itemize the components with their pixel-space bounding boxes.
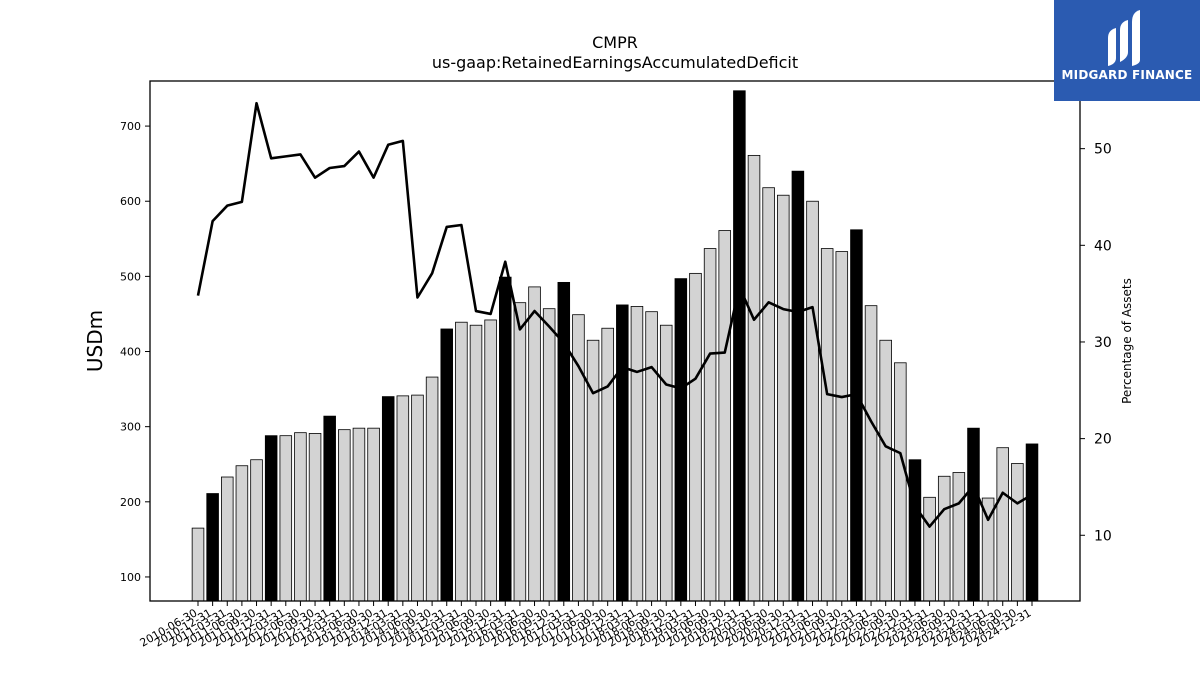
x-axis: 2010-06-302010-12-312011-03-312011-06-30… — [138, 601, 1034, 650]
bar — [411, 394, 424, 602]
y-tick-label: 500 — [120, 270, 141, 283]
logo-mark-icon — [1108, 10, 1140, 66]
y-tick-label: 400 — [120, 346, 141, 359]
y-tick-label: 700 — [120, 120, 141, 133]
line-group — [196, 101, 1033, 528]
bar — [630, 306, 644, 602]
bar — [557, 281, 571, 602]
bar — [689, 272, 702, 602]
y-axis-label-right: Percentage of Assets — [1120, 278, 1134, 404]
bar — [996, 447, 1009, 602]
bar — [542, 308, 556, 602]
bars-group — [191, 90, 1039, 602]
bar — [191, 527, 205, 602]
bar — [381, 396, 395, 602]
bar — [777, 194, 790, 602]
bar — [425, 376, 439, 602]
logo-text: MIDGARD FINANCE — [1061, 68, 1193, 82]
bar — [206, 493, 219, 602]
bar — [396, 395, 410, 602]
bar — [908, 459, 922, 602]
bar — [659, 324, 673, 602]
y2-tick-label: 30 — [1094, 335, 1112, 351]
bar — [338, 429, 351, 602]
y-tick-label: 100 — [120, 571, 141, 584]
bar — [923, 496, 936, 602]
bar — [221, 476, 234, 602]
y-tick-label: 200 — [120, 496, 141, 509]
bar — [279, 435, 293, 602]
bar — [235, 465, 249, 602]
brand-logo: MIDGARD FINANCE — [1054, 0, 1200, 101]
bar — [674, 278, 688, 602]
bar — [820, 248, 834, 602]
series-line — [196, 101, 1033, 528]
bar — [1025, 443, 1039, 602]
bar — [352, 427, 366, 602]
bar — [645, 311, 658, 602]
bar — [499, 276, 512, 602]
chart-subtitle: us-gaap:RetainedEarningsAccumulatedDefic… — [432, 53, 798, 72]
bar — [806, 200, 819, 602]
bar — [718, 230, 731, 602]
bar — [850, 229, 863, 602]
bar — [1011, 463, 1024, 602]
y-axis-left: 100 200 300 400 500 600 700 — [120, 120, 150, 584]
bar — [586, 339, 600, 602]
bar — [937, 475, 951, 602]
bar — [952, 472, 966, 602]
bar — [294, 432, 307, 602]
bar — [455, 321, 468, 602]
bar — [484, 319, 497, 602]
bar — [367, 427, 380, 602]
bar — [967, 427, 980, 602]
bar — [747, 154, 761, 602]
y2-tick-label: 10 — [1094, 528, 1112, 544]
bar — [528, 286, 541, 602]
bar — [835, 251, 849, 602]
bar — [703, 248, 717, 602]
bar — [791, 170, 805, 602]
bar — [323, 415, 336, 602]
bar — [762, 187, 775, 602]
y-tick-label: 300 — [120, 421, 141, 434]
bar — [250, 459, 263, 602]
bar — [440, 328, 453, 602]
y-axis-right: 10 20 30 40 50 — [1080, 142, 1112, 544]
bar — [894, 362, 907, 602]
chart-title: CMPR — [592, 33, 638, 52]
bar — [308, 433, 322, 602]
bar — [513, 302, 527, 602]
bar — [616, 304, 629, 602]
bar — [864, 305, 878, 602]
bar — [879, 339, 892, 602]
bar — [733, 90, 746, 602]
y-tick-label: 600 — [120, 195, 141, 208]
y-axis-label-left: USDm — [83, 310, 107, 372]
bar — [264, 435, 278, 602]
plot-frame — [149, 80, 1081, 602]
y2-tick-label: 40 — [1094, 238, 1112, 254]
y2-tick-label: 50 — [1094, 142, 1112, 158]
bar — [469, 324, 483, 602]
y2-tick-label: 20 — [1094, 432, 1112, 448]
bar — [601, 327, 614, 602]
